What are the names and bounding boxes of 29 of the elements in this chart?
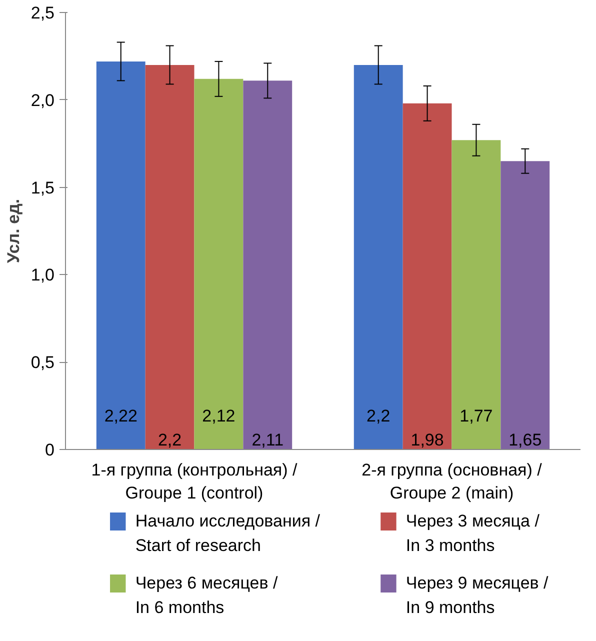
y-tick-label: 1,0 bbox=[30, 266, 55, 285]
y-tick-label: 0,5 bbox=[30, 353, 55, 372]
data-label: 1,77 bbox=[460, 406, 493, 426]
bar bbox=[500, 161, 550, 450]
bar bbox=[402, 103, 452, 450]
data-label: 2,2 bbox=[158, 430, 182, 450]
data-label: 2,2 bbox=[366, 406, 390, 426]
y-tick-label: 1,5 bbox=[30, 178, 55, 198]
legend-label: Через 6 месяцев / In 6 months bbox=[135, 574, 278, 618]
y-tick-label: 0 bbox=[45, 440, 55, 460]
legend-label: Начало исследования / Start of research bbox=[135, 512, 320, 556]
bar bbox=[96, 61, 146, 450]
y-tick-label: 2,5 bbox=[30, 4, 55, 22]
data-label: 2,22 bbox=[104, 406, 138, 426]
x-tick-label: 1-я группа (контрольная) / Groupe 1 (control) bbox=[91, 460, 298, 502]
y-axis-title: Усл. ед. bbox=[4, 198, 23, 264]
data-label: 1,65 bbox=[508, 430, 542, 450]
bar bbox=[194, 78, 244, 450]
bar bbox=[354, 64, 403, 450]
data-label: 1,98 bbox=[410, 430, 444, 450]
bar bbox=[145, 64, 194, 450]
legend-label: Через 3 месяца / In 3 months bbox=[406, 512, 540, 556]
bar bbox=[452, 140, 501, 450]
x-tick-label: 2-я группа (основная) / Groupe 2 (main) bbox=[362, 460, 542, 502]
data-label: 2,11 bbox=[252, 430, 284, 450]
data-label: 2,12 bbox=[202, 406, 236, 426]
bar bbox=[243, 80, 292, 450]
legend-label: Через 9 месяцев / In 9 months bbox=[406, 574, 549, 618]
y-tick-label: 2,0 bbox=[30, 90, 55, 110]
